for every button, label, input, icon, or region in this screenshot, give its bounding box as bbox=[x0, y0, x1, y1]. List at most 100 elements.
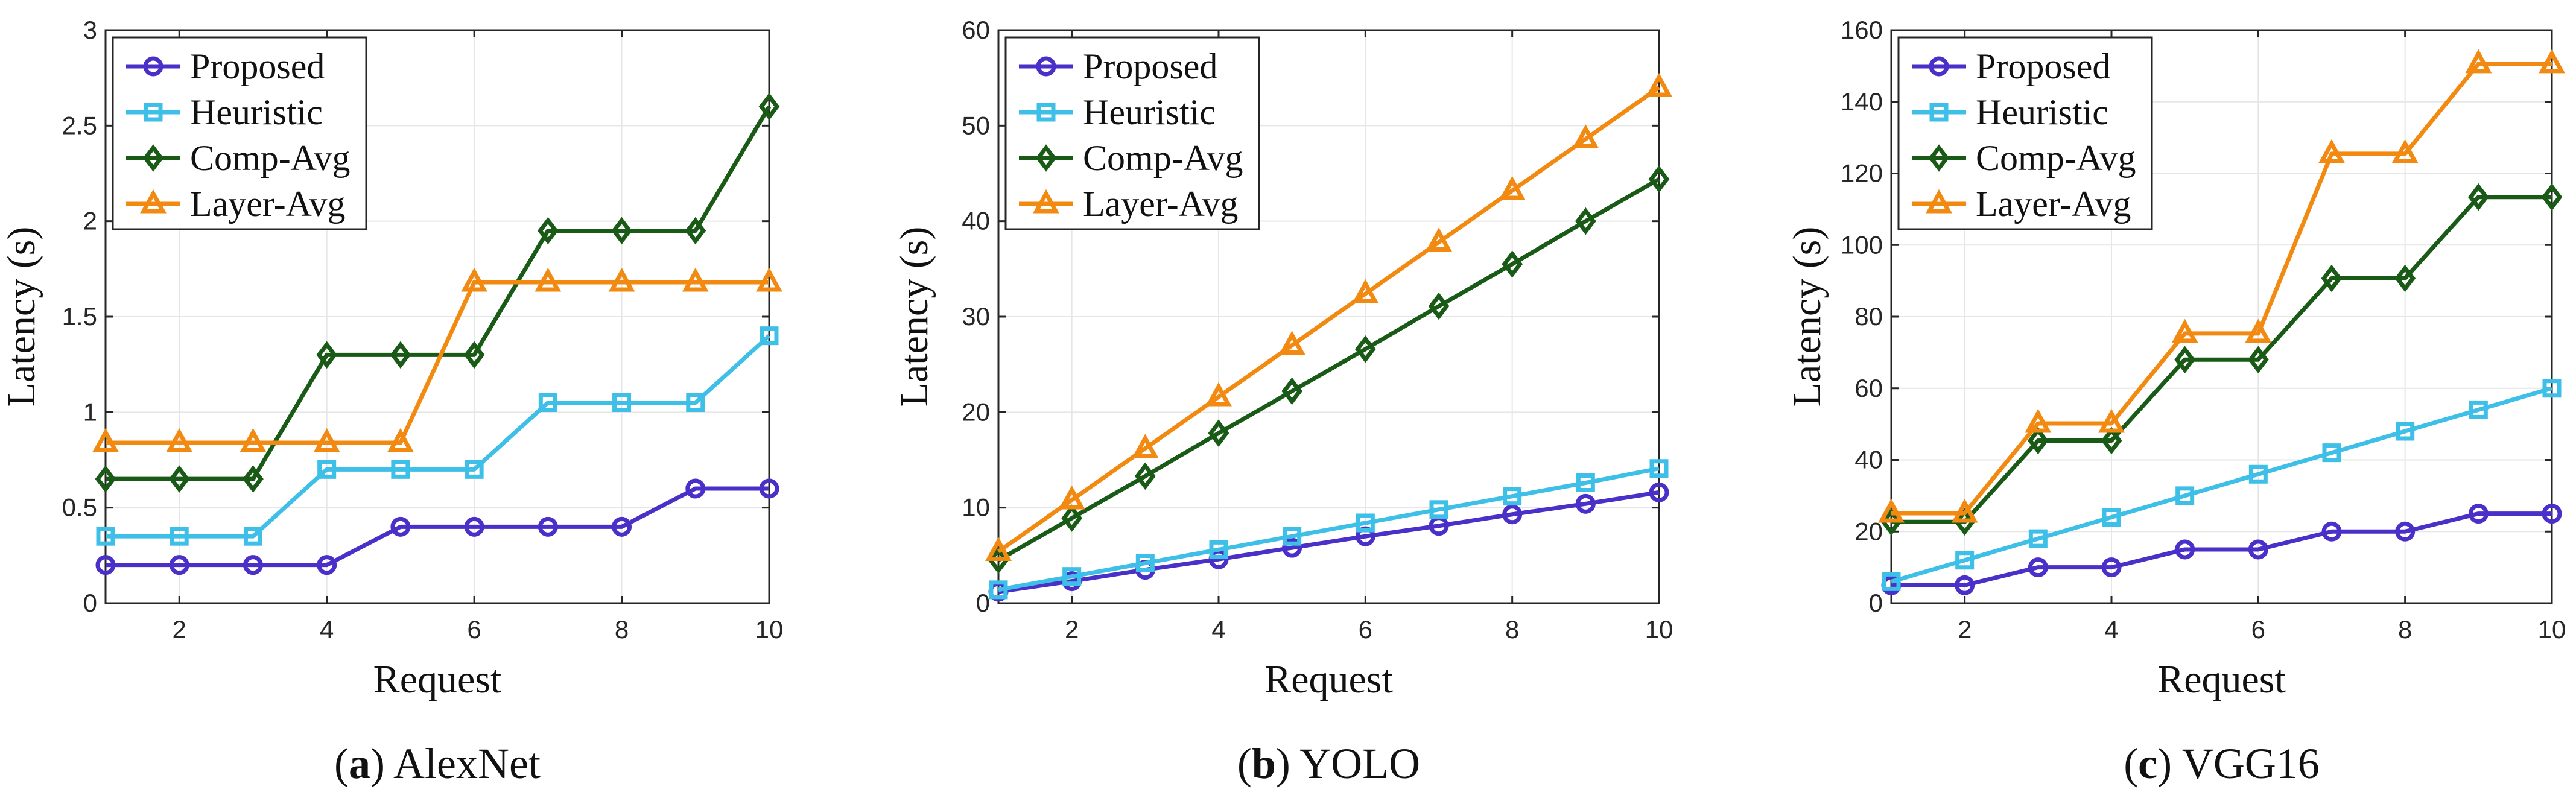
data-point-comp-avg bbox=[685, 217, 706, 245]
data-point-layer-avg bbox=[387, 428, 414, 452]
legend-marker-proposed bbox=[1929, 56, 1949, 77]
data-point-heuristic bbox=[989, 580, 1008, 600]
x-tick-label: 10 bbox=[1645, 615, 1673, 644]
data-point-heuristic bbox=[391, 460, 410, 479]
y-tick-label: 2 bbox=[83, 207, 97, 235]
series-line-heuristic bbox=[106, 334, 771, 539]
y-tick-label: 60 bbox=[962, 16, 990, 44]
data-point-heuristic bbox=[1649, 459, 1669, 478]
panel-caption: (b) YOLO bbox=[1237, 739, 1420, 788]
data-point-heuristic bbox=[2396, 422, 2415, 441]
data-point-proposed bbox=[1955, 575, 1975, 595]
y-tick-label: 3 bbox=[83, 16, 97, 44]
y-tick-label: 160 bbox=[1841, 16, 1883, 44]
data-point-proposed bbox=[169, 555, 189, 575]
data-point-layer-avg bbox=[2245, 318, 2272, 343]
data-point-layer-avg bbox=[756, 267, 782, 292]
data-point-heuristic bbox=[2469, 400, 2488, 419]
data-point-comp-avg bbox=[1354, 335, 1376, 363]
legend-marker-heuristic bbox=[1036, 103, 1056, 122]
data-point-layer-avg bbox=[2025, 408, 2052, 433]
data-point-layer-avg bbox=[240, 428, 267, 452]
data-point-proposed bbox=[390, 516, 411, 537]
data-point-proposed bbox=[1649, 482, 1669, 502]
legend-marker-layer-avg bbox=[140, 189, 167, 214]
data-point-heuristic bbox=[96, 527, 115, 546]
legend-label: Heuristic bbox=[1083, 92, 1216, 132]
x-tick-label: 8 bbox=[1505, 615, 1519, 644]
data-point-proposed bbox=[2395, 521, 2416, 542]
data-point-comp-avg bbox=[758, 92, 780, 121]
legend-label: Layer-Avg bbox=[190, 184, 346, 224]
legend: Proposed Heuristic Comp-Avg Layer-Avg bbox=[112, 36, 367, 230]
data-point-heuristic bbox=[1429, 500, 1448, 519]
x-tick-label: 6 bbox=[1359, 615, 1372, 644]
data-point-proposed bbox=[759, 478, 779, 499]
x-tick-label: 2 bbox=[1958, 615, 1972, 644]
legend-marker-proposed bbox=[1036, 56, 1056, 77]
data-point-proposed bbox=[1575, 493, 1596, 514]
data-point-layer-avg bbox=[2539, 49, 2565, 74]
data-point-comp-avg bbox=[1208, 419, 1229, 447]
data-point-heuristic bbox=[2028, 529, 2048, 548]
data-point-layer-avg bbox=[1278, 331, 1305, 355]
data-point-layer-avg bbox=[2318, 139, 2345, 163]
x-tick-label: 2 bbox=[173, 615, 186, 644]
legend-label: Heuristic bbox=[190, 92, 323, 132]
panel-caption: (a) AlexNet bbox=[334, 739, 541, 788]
data-point-proposed bbox=[2101, 557, 2122, 578]
y-axis-label: Latency (s) bbox=[892, 227, 936, 407]
data-point-comp-avg bbox=[463, 341, 485, 369]
series-line-comp-avg bbox=[106, 105, 772, 481]
y-tick-label: 80 bbox=[1854, 302, 1883, 331]
data-point-comp-avg bbox=[2027, 426, 2049, 455]
legend-label: Comp-Avg bbox=[1083, 138, 1243, 178]
series-line-layer-avg bbox=[997, 86, 1661, 554]
chart-panel-b: 2 4 6 8 10 0 10 20 30 40 50 60 Proposed Heuristic Comp… bbox=[892, 16, 1673, 788]
legend-marker-proposed bbox=[143, 56, 163, 77]
data-point-heuristic bbox=[1356, 513, 1375, 533]
data-point-proposed bbox=[243, 555, 263, 575]
data-point-heuristic bbox=[2102, 508, 2121, 527]
data-point-layer-avg bbox=[1426, 227, 1452, 252]
legend-marker-comp-avg bbox=[1035, 144, 1057, 172]
legend-label: Proposed bbox=[190, 46, 325, 86]
chart-panel-a: 2 4 6 8 10 0 0.5 1 1.5 2 2.5 3 Proposed Heuristic Comp… bbox=[0, 16, 783, 788]
x-axis-label: Request bbox=[1264, 657, 1393, 701]
x-axis-label: Request bbox=[373, 657, 502, 701]
data-point-proposed bbox=[1282, 537, 1302, 558]
series-line-heuristic bbox=[1891, 386, 2552, 584]
data-point-comp-avg bbox=[316, 341, 338, 369]
y-tick-label: 20 bbox=[962, 397, 990, 426]
y-tick-label: 0 bbox=[83, 589, 97, 617]
data-point-comp-avg bbox=[2321, 264, 2343, 293]
data-point-layer-avg bbox=[608, 267, 635, 292]
y-tick-label: 0.5 bbox=[62, 493, 97, 522]
x-tick-label: 10 bbox=[2538, 615, 2566, 644]
data-point-heuristic bbox=[465, 460, 484, 479]
legend-label: Heuristic bbox=[1976, 92, 2108, 132]
data-point-comp-avg bbox=[2101, 426, 2122, 455]
data-point-proposed bbox=[612, 516, 632, 537]
legend: Proposed Heuristic Comp-Avg Layer-Avg bbox=[1004, 36, 1260, 230]
y-tick-label: 1.5 bbox=[62, 302, 97, 331]
panel-caption: (c) VGG16 bbox=[2124, 739, 2320, 788]
data-point-layer-avg bbox=[2171, 318, 2198, 343]
x-tick-label: 4 bbox=[2104, 615, 2118, 644]
legend-label: Comp-Avg bbox=[190, 138, 351, 178]
data-point-comp-avg bbox=[2541, 183, 2563, 211]
y-tick-label: 120 bbox=[1841, 159, 1883, 188]
data-point-comp-avg bbox=[2467, 183, 2489, 211]
data-point-heuristic bbox=[1503, 487, 1522, 506]
data-point-layer-avg bbox=[2391, 139, 2419, 163]
y-tick-label: 40 bbox=[1854, 446, 1883, 474]
data-point-layer-avg bbox=[313, 428, 340, 452]
data-point-layer-avg bbox=[1132, 434, 1159, 458]
series-line-layer-avg bbox=[106, 280, 769, 445]
data-point-proposed bbox=[2321, 521, 2342, 542]
y-tick-label: 0 bbox=[1869, 589, 1883, 617]
data-point-layer-avg bbox=[1878, 498, 1905, 523]
data-point-heuristic bbox=[243, 527, 262, 546]
data-point-heuristic bbox=[2542, 379, 2562, 398]
data-point-heuristic bbox=[1209, 540, 1228, 559]
